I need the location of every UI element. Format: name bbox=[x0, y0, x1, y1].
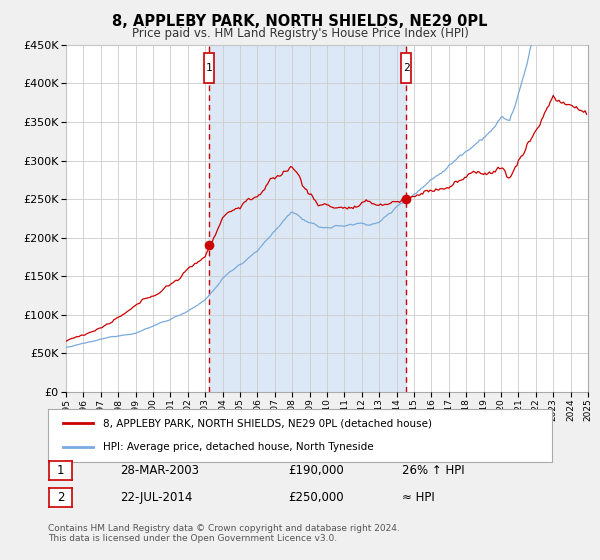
Bar bbox=[205, 53, 214, 83]
Text: This data is licensed under the Open Government Licence v3.0.: This data is licensed under the Open Gov… bbox=[48, 534, 337, 543]
Text: £190,000: £190,000 bbox=[288, 464, 344, 477]
Text: £250,000: £250,000 bbox=[288, 491, 344, 504]
Text: 26% ↑ HPI: 26% ↑ HPI bbox=[402, 464, 464, 477]
Text: 8, APPLEBY PARK, NORTH SHIELDS, NE29 0PL (detached house): 8, APPLEBY PARK, NORTH SHIELDS, NE29 0PL… bbox=[103, 418, 433, 428]
Text: HPI: Average price, detached house, North Tyneside: HPI: Average price, detached house, Nort… bbox=[103, 442, 374, 452]
Text: 1: 1 bbox=[206, 63, 212, 73]
Text: 1: 1 bbox=[57, 464, 64, 478]
Text: Price paid vs. HM Land Registry's House Price Index (HPI): Price paid vs. HM Land Registry's House … bbox=[131, 27, 469, 40]
Text: 28-MAR-2003: 28-MAR-2003 bbox=[120, 464, 199, 477]
Text: ≈ HPI: ≈ HPI bbox=[402, 491, 435, 504]
Text: 22-JUL-2014: 22-JUL-2014 bbox=[120, 491, 193, 504]
Text: 2: 2 bbox=[57, 491, 64, 505]
Text: 8, APPLEBY PARK, NORTH SHIELDS, NE29 0PL: 8, APPLEBY PARK, NORTH SHIELDS, NE29 0PL bbox=[112, 14, 488, 29]
Bar bbox=[209, 45, 406, 392]
Bar bbox=[401, 53, 411, 83]
Text: Contains HM Land Registry data © Crown copyright and database right 2024.: Contains HM Land Registry data © Crown c… bbox=[48, 524, 400, 533]
Text: 2: 2 bbox=[403, 63, 410, 73]
